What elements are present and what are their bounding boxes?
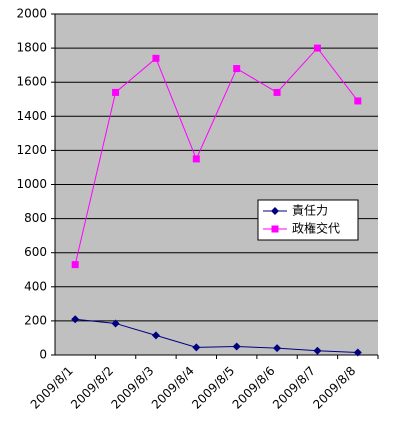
y-tick-label: 1800 <box>16 41 47 55</box>
y-tick-label: 1400 <box>16 109 47 123</box>
y-tick-label: 800 <box>24 211 47 225</box>
marker <box>353 348 362 357</box>
legend-label: 政権交代 <box>292 221 340 236</box>
y-tick-label: 400 <box>24 279 47 293</box>
marker <box>152 54 160 62</box>
marker <box>354 97 362 105</box>
legend-label: 責任力 <box>292 204 328 218</box>
marker <box>273 344 282 353</box>
marker <box>313 346 322 355</box>
x-tick-label: 2009/8/1 <box>28 364 76 412</box>
y-tick-label: 1000 <box>16 177 47 191</box>
x-tick-label: 2009/8/3 <box>109 364 157 412</box>
marker <box>192 343 201 352</box>
y-tick-label: 600 <box>24 245 47 259</box>
marker <box>151 331 160 340</box>
legend-box <box>257 199 359 241</box>
marker <box>71 261 79 269</box>
x-tick-label: 2009/8/5 <box>189 364 237 412</box>
x-tick-label: 2009/8/7 <box>270 364 318 412</box>
y-tick-label: 1200 <box>16 143 47 157</box>
marker <box>233 65 241 73</box>
legend-marker <box>271 225 279 233</box>
marker <box>192 155 200 163</box>
marker <box>71 315 80 324</box>
marker <box>112 88 120 96</box>
marker <box>313 44 321 52</box>
marker <box>273 88 281 96</box>
y-tick-label: 2000 <box>16 7 47 21</box>
marker <box>111 319 120 328</box>
y-tick-label: 0 <box>39 348 47 362</box>
x-tick-label: 2009/8/4 <box>149 364 197 412</box>
y-tick-label: 1600 <box>16 75 47 89</box>
x-tick-label: 2009/8/6 <box>230 364 278 412</box>
legend-marker <box>271 207 279 215</box>
x-tick-label: 2009/8/2 <box>68 364 116 412</box>
marker <box>232 342 241 351</box>
series-line <box>74 47 359 265</box>
x-tick-label: 2009/8/8 <box>310 364 358 412</box>
series-line <box>75 318 358 353</box>
y-tick-label: 200 <box>24 313 47 327</box>
